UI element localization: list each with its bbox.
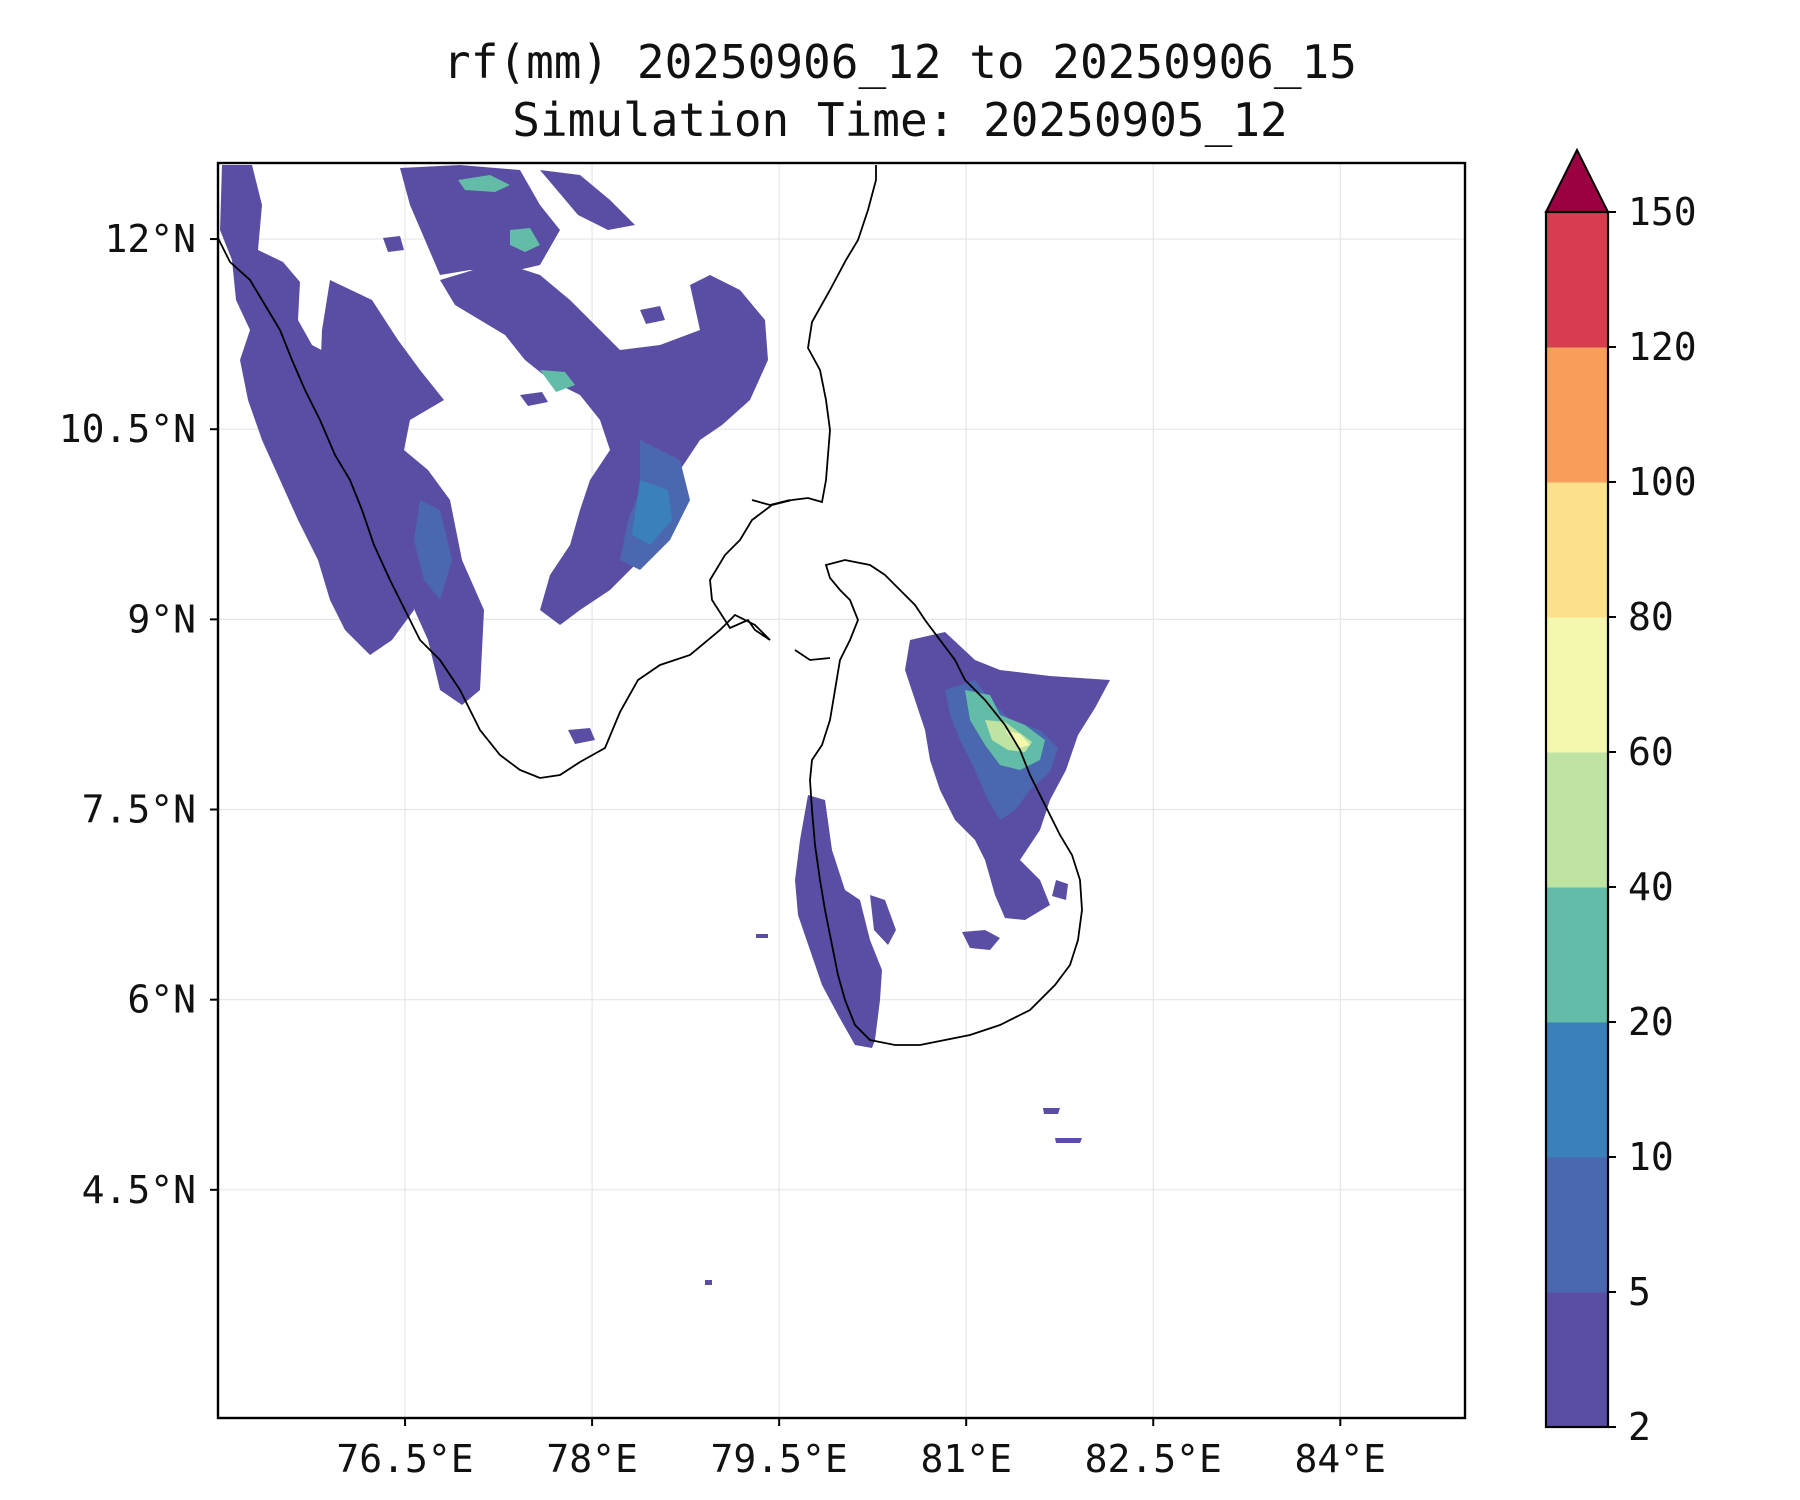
- colorbar-tick-label: 40: [1628, 865, 1674, 909]
- rain-patch-sl-southeast: [962, 930, 1000, 950]
- rain-patch-north-light: [540, 170, 635, 230]
- rain-band-central-tn: [440, 262, 768, 625]
- colorbar-tick-label: 20: [1628, 1000, 1674, 1044]
- rain-patch-north-core-1: [458, 175, 510, 192]
- colorbar-tick-label: 2: [1628, 1405, 1651, 1449]
- rain-patch-sl-southeast-2: [1052, 880, 1068, 900]
- rain-speck-2: [520, 392, 548, 406]
- y-tick-label: 4.5°N: [82, 1168, 196, 1212]
- rain-band-kerala-inner: [320, 280, 484, 705]
- colorbar-tick-label: 100: [1628, 460, 1697, 504]
- rain-speck-8: [705, 1280, 712, 1285]
- x-tick-label: 78°E: [546, 1437, 638, 1481]
- colorbar-bin: [1546, 1022, 1608, 1158]
- rain-patch-central-tn-north-core: [540, 370, 575, 392]
- colorbar: 2 5 10 20 40 60 80 100 120 150: [1544, 147, 1697, 1449]
- rain-speck-6: [1043, 1108, 1060, 1114]
- rain-speck-5: [756, 934, 768, 938]
- coastlines: [218, 165, 1083, 1046]
- colorbar-bin: [1546, 617, 1608, 753]
- colorbar-extend-triangle: [1544, 147, 1610, 213]
- rain-speck-4: [640, 306, 665, 324]
- coastline-india-palk: [751, 499, 791, 506]
- colorbar-tick-label: 120: [1628, 325, 1697, 369]
- coastline-sri-lanka: [809, 559, 1083, 1046]
- y-tick-label: 9°N: [127, 597, 196, 641]
- colorbar-tick-label: 10: [1628, 1135, 1674, 1179]
- rain-patch-sl-west-2: [870, 895, 896, 945]
- colorbar-bin: [1546, 347, 1608, 483]
- x-axis: 76.5°E 78°E 79.5°E 81°E 82.5°E 84°E: [336, 1418, 1386, 1481]
- colorbar-tick-label: 60: [1628, 730, 1674, 774]
- y-tick-label: 7.5°N: [82, 788, 196, 832]
- plot-frame: [216, 161, 1467, 1420]
- rain-speck-1: [383, 236, 404, 252]
- colorbar-tick-label: 5: [1628, 1270, 1651, 1314]
- y-tick-label: 12°N: [104, 217, 196, 261]
- rain-patch-north-core-2: [510, 228, 540, 252]
- rain-patch-kerala-ghats: [414, 500, 452, 600]
- colorbar-frame: [1544, 210, 1610, 1429]
- rainfall-contours: [220, 165, 1110, 1285]
- coastline-india: [218, 165, 877, 779]
- x-tick-label: 79.5°E: [711, 1437, 848, 1481]
- coastline-mannar: [794, 649, 831, 661]
- colorbar-bin: [1546, 212, 1608, 348]
- colorbar-tick-label: 80: [1628, 595, 1674, 639]
- colorbar-bin: [1546, 752, 1608, 888]
- map-title: rf(mm) 20250906_12 to 20250906_15: [443, 35, 1357, 89]
- x-tick-label: 81°E: [920, 1437, 1012, 1481]
- rain-speck-7: [1055, 1138, 1082, 1143]
- x-tick-label: 84°E: [1295, 1437, 1387, 1481]
- y-tick-label: 10.5°N: [59, 407, 196, 451]
- x-tick-label: 76.5°E: [336, 1437, 473, 1481]
- rain-band-sl-west: [795, 795, 882, 1048]
- colorbar-bin: [1546, 1157, 1608, 1293]
- y-axis: 12°N 10.5°N 9°N 7.5°N 6°N 4.5°N: [59, 217, 218, 1212]
- rain-speck-3: [568, 728, 595, 744]
- colorbar-bin: [1546, 482, 1608, 618]
- rain-patch-central-tn-core: [632, 480, 672, 545]
- y-tick-label: 6°N: [127, 978, 196, 1022]
- simulation-time-subtitle: Simulation Time: 20250905_12: [512, 93, 1288, 147]
- colorbar-bin: [1546, 1292, 1608, 1428]
- colorbar-tick-label: 150: [1628, 190, 1697, 234]
- x-tick-label: 82.5°E: [1085, 1437, 1222, 1481]
- colorbar-bin: [1546, 887, 1608, 1023]
